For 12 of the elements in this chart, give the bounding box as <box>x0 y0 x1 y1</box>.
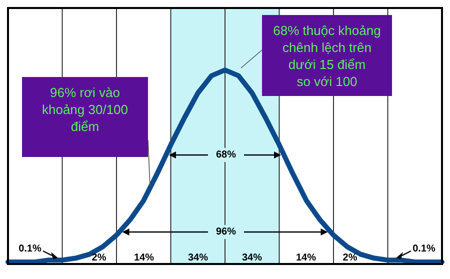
annotation: 2% <box>92 252 106 264</box>
annotation: 68% <box>216 150 236 161</box>
annotation: 2% <box>342 252 358 264</box>
annotation: 96% rơi vào khoảng 30/100 điểm <box>42 85 128 134</box>
annotation: 0.1% <box>412 244 436 255</box>
annotation: 0.1% <box>18 244 42 255</box>
annotation: 34% <box>188 252 208 264</box>
annotation: 14% <box>296 252 316 264</box>
annotation: 14% <box>134 252 154 264</box>
annotation: 96% <box>216 226 236 238</box>
annotation: 34% <box>242 252 262 264</box>
annotation: 68% thuộc khoảng chênh lệch trên dưới 15 điểm so với 100 <box>273 23 381 89</box>
